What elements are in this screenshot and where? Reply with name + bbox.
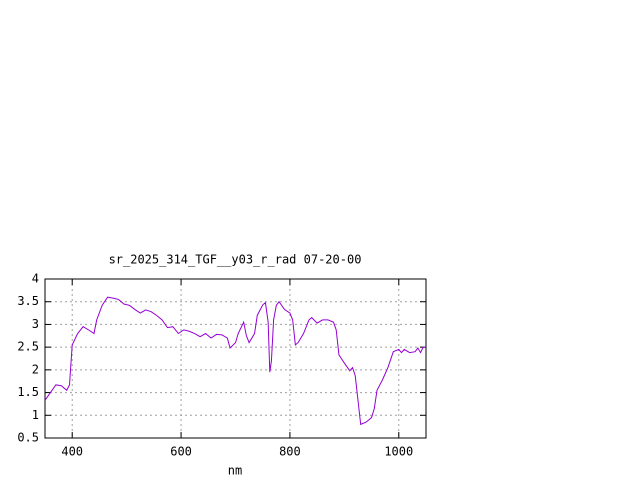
y-tick-label: 2.5 <box>17 340 39 354</box>
y-tick-label: 3 <box>32 317 39 331</box>
y-tick-label: 2 <box>32 362 39 376</box>
x-tick-label: 800 <box>279 445 301 459</box>
x-tick-label: 400 <box>61 445 83 459</box>
plot-border <box>44 278 427 439</box>
y-tick-label: 0.5 <box>17 431 39 445</box>
y-tick-label: 4 <box>32 272 39 286</box>
x-tick-label: 1000 <box>384 445 413 459</box>
y-tick-label: 1 <box>32 408 39 422</box>
y-tick-label: 1.5 <box>17 385 39 399</box>
chart-title: sr_2025_314_TGF__y03_r_rad 07-20-00 <box>109 253 362 267</box>
x-axis-label: nm <box>228 464 242 478</box>
data-line <box>44 296 426 426</box>
x-tick-label: 600 <box>170 445 192 459</box>
y-tick-label: 3.5 <box>17 294 39 308</box>
